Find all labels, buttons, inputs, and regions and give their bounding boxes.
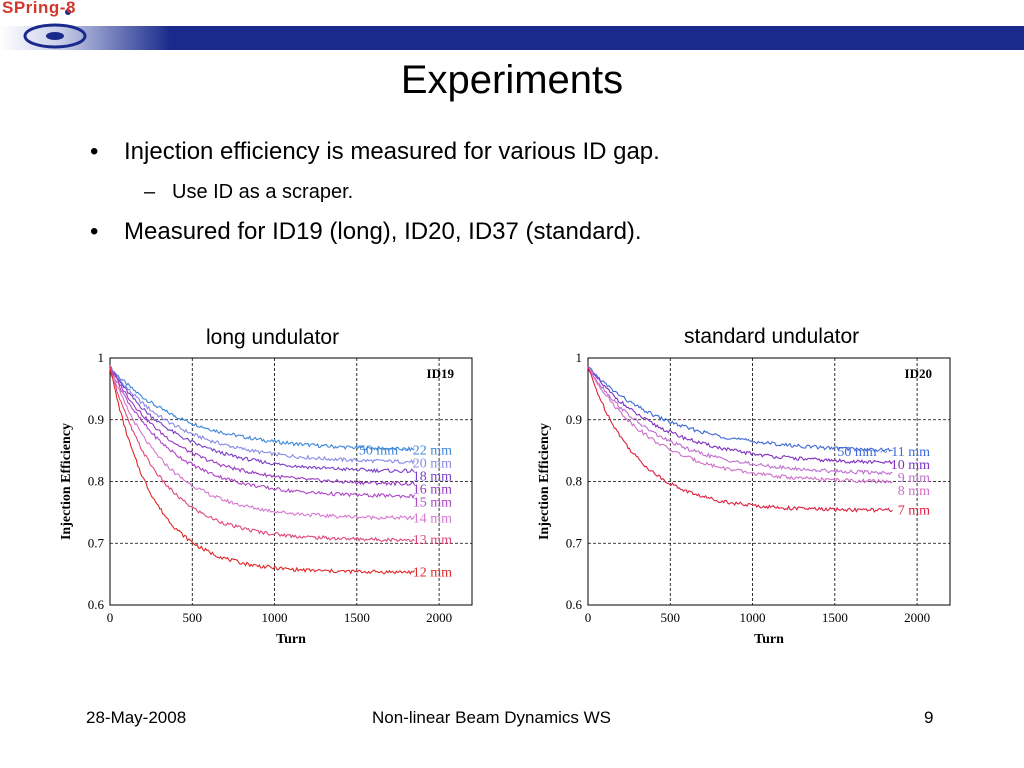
series-label: 50 mm ~ 22 mm (359, 444, 452, 459)
x-axis-label: Turn (754, 632, 784, 647)
series-label: 8 mm (898, 484, 930, 499)
y-axis-label: Injection Efficiency (537, 423, 552, 540)
page-title: Experiments (400, 58, 624, 102)
x-tick-label: 2000 (426, 610, 452, 625)
chart-tag: ID19 (427, 366, 455, 381)
logo-text: SPring-8 (2, 0, 76, 17)
series-line (109, 368, 415, 474)
series-label: 14 mm (413, 512, 452, 527)
series-line (587, 365, 893, 453)
sub-bullet-text: Use ID as a scraper. (172, 181, 354, 203)
x-tick-label: 500 (661, 610, 681, 625)
y-tick-label: 0.9 (88, 412, 104, 427)
chart-tag: ID20 (905, 366, 932, 381)
series-line (109, 368, 415, 521)
sub-bullet-marker: – (144, 181, 156, 203)
y-tick-label: 0.8 (566, 474, 582, 489)
x-tick-label: 500 (183, 610, 203, 625)
bullet-text: Measured for ID19 (long), ID20, ID37 (st… (124, 218, 642, 245)
bullet-1: • Injection efficiency is measured for v… (90, 138, 660, 166)
series-line (587, 367, 893, 476)
x-tick-label: 1500 (344, 610, 370, 625)
y-tick-label: 0.9 (566, 412, 582, 427)
series-label: 12 mm (413, 565, 452, 580)
chart-long-undulator: 0 500 1000 1500 2000 0.6 0.7 0.8 0.9 1 Turn Injecti… (59, 350, 473, 647)
logo-emblem-icon (23, 9, 87, 49)
x-tick-label: 1500 (822, 610, 848, 625)
x-tick-label: 1000 (740, 610, 766, 625)
series-line (587, 366, 893, 465)
series-line (109, 365, 415, 543)
y-tick-label: 0.6 (566, 597, 583, 612)
y-tick-label: 0.7 (566, 535, 583, 550)
y-tick-label: 0.8 (88, 474, 104, 489)
bullet-2: • Measured for ID19 (long), ID20, ID37 (… (90, 218, 642, 246)
footer-page-number: 9 (924, 708, 934, 727)
y-tick-label: 1 (98, 350, 105, 365)
series-label: 10 mm (891, 458, 930, 473)
series-label: 16 mm (413, 483, 452, 498)
x-tick-label: 0 (585, 610, 592, 625)
series-label: 50 mm ~ 11 mm (837, 445, 930, 460)
series-line (587, 367, 893, 513)
x-axis-label: Turn (276, 632, 306, 647)
x-tick-label: 2000 (904, 610, 930, 625)
chart-2-title: standard undulator (684, 325, 860, 348)
y-tick-label: 0.7 (88, 535, 105, 550)
chart-standard-undulator: 0 500 1000 1500 2000 0.6 0.7 0.8 0.9 1 Turn Injecti… (537, 350, 951, 647)
header-bar (0, 26, 1024, 50)
series-line (109, 367, 415, 499)
bullet-marker: • (90, 138, 99, 165)
series-line (109, 367, 415, 487)
sub-bullet-1: – Use ID as a scraper. (144, 181, 354, 204)
spring8-logo: SPring-8 (0, 0, 110, 52)
series-label: 18 mm (413, 470, 452, 485)
series-label: 15 mm (413, 496, 452, 511)
y-tick-label: 1 (576, 350, 583, 365)
footer-date: 28-May-2008 (86, 708, 187, 727)
bullet-text: Injection efficiency is measured for var… (124, 138, 660, 165)
bullet-marker: • (90, 218, 99, 245)
series-line (587, 367, 893, 484)
series-line (109, 368, 415, 575)
footer-event: Non-linear Beam Dynamics WS (372, 708, 612, 727)
chart-1-title: long undulator (206, 326, 340, 349)
x-tick-label: 0 (107, 610, 114, 625)
y-axis-label: Injection Efficiency (59, 423, 74, 540)
series-line (109, 365, 415, 452)
x-tick-label: 1000 (262, 610, 288, 625)
series-label: 7 mm (898, 504, 930, 519)
series-line (109, 367, 415, 465)
y-tick-label: 0.6 (88, 597, 105, 612)
series-label: 9 mm (898, 471, 930, 486)
series-label: 13 mm (413, 533, 452, 548)
series-label: 20 mm (413, 457, 452, 472)
